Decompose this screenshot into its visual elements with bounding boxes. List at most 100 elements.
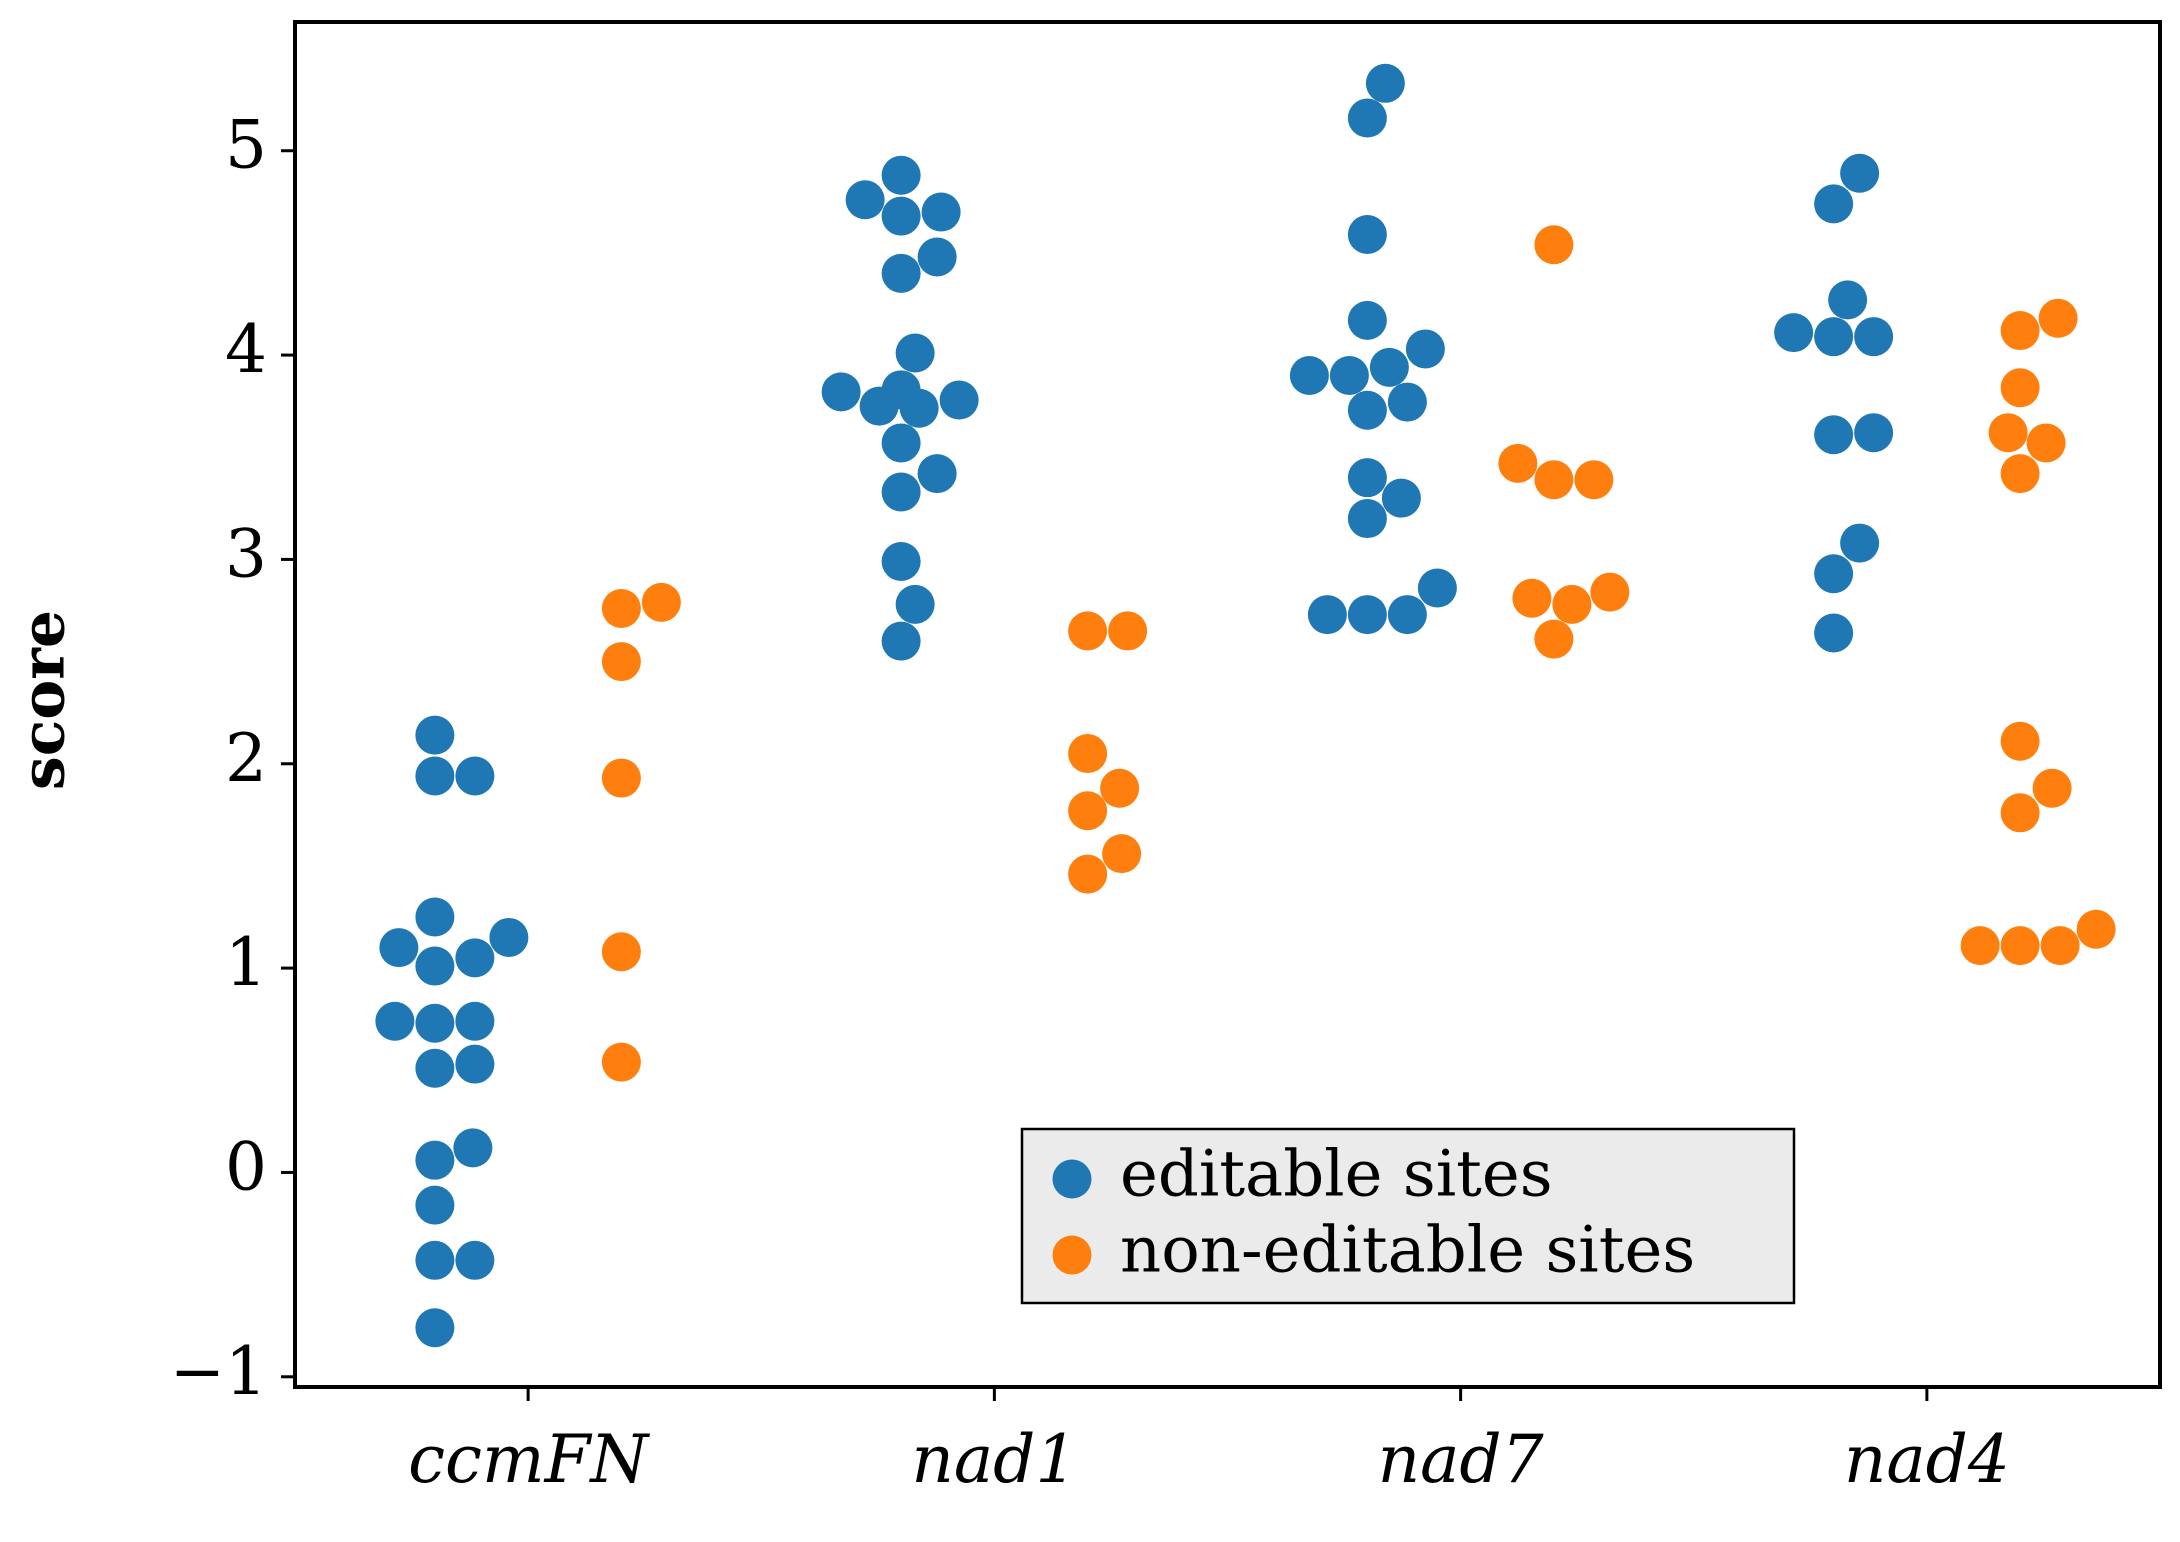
data-point: [881, 253, 921, 293]
data-point: [601, 932, 641, 972]
x-tick-label: ccmFN: [408, 1421, 650, 1498]
data-point: [895, 333, 935, 373]
data-point: [1068, 854, 1108, 894]
data-point: [2000, 311, 2040, 351]
data-point: [1814, 317, 1854, 357]
data-point: [1854, 317, 1894, 357]
data-point: [1068, 611, 1108, 651]
y-tick-label: −1: [170, 1333, 267, 1410]
data-point: [917, 454, 957, 494]
data-point: [881, 541, 921, 581]
data-point: [601, 588, 641, 628]
data-point: [455, 1044, 495, 1084]
data-point: [1534, 619, 1574, 659]
data-point: [1814, 184, 1854, 224]
data-point: [2076, 909, 2116, 949]
data-point: [1347, 300, 1387, 340]
x-tick-label: nad1: [911, 1421, 1077, 1498]
data-point: [1814, 415, 1854, 455]
data-point: [881, 155, 921, 195]
data-point: [455, 938, 495, 978]
data-point: [1814, 554, 1854, 594]
data-point: [1347, 215, 1387, 255]
y-tick-label: 0: [225, 1128, 267, 1205]
data-point: [1534, 225, 1574, 265]
data-point: [1289, 356, 1329, 396]
data-point: [845, 180, 885, 220]
data-point: [2038, 298, 2078, 338]
y-axis-label: score: [9, 610, 79, 790]
data-point: [1988, 413, 2028, 453]
data-point: [1365, 63, 1405, 103]
data-point: [881, 472, 921, 512]
data-point: [415, 1048, 455, 1088]
legend-box: [1020, 1127, 1796, 1305]
data-point: [1381, 478, 1421, 518]
data-point: [1347, 458, 1387, 498]
data-point: [1387, 382, 1427, 422]
data-point: [415, 1003, 455, 1043]
data-point: [1814, 613, 1854, 653]
data-point: [2026, 423, 2066, 463]
data-point: [1960, 926, 2000, 966]
data-point: [1068, 734, 1108, 774]
data-point: [2040, 926, 2080, 966]
data-point: [375, 1001, 415, 1041]
data-point: [2000, 793, 2040, 833]
data-point: [1590, 572, 1630, 612]
data-point: [1854, 413, 1894, 453]
data-point: [1068, 791, 1108, 831]
data-point: [489, 917, 529, 957]
data-point: [939, 380, 979, 420]
data-point: [1574, 460, 1614, 500]
data-point: [881, 196, 921, 236]
data-point: [601, 1042, 641, 1082]
y-tick-label: 4: [225, 311, 267, 388]
data-point: [415, 1240, 455, 1280]
data-point: [1840, 523, 1880, 563]
data-point: [881, 370, 921, 410]
data-point: [1828, 280, 1868, 320]
x-tick-label: nad4: [1844, 1421, 2010, 1498]
data-point: [1417, 568, 1457, 608]
data-point: [821, 372, 861, 412]
y-tick-label: 3: [225, 515, 267, 592]
data-point: [1369, 347, 1409, 387]
data-point: [455, 1240, 495, 1280]
data-point: [415, 756, 455, 796]
legend-label: editable sites: [1120, 1138, 1553, 1212]
data-point: [415, 897, 455, 937]
data-point: [1552, 584, 1592, 624]
data-point: [1534, 460, 1574, 500]
data-point: [415, 946, 455, 986]
data-point: [1387, 595, 1427, 635]
data-point: [1108, 611, 1148, 651]
data-point: [601, 758, 641, 798]
y-tick-label: 5: [225, 107, 267, 184]
data-point: [921, 192, 961, 232]
data-point: [1347, 499, 1387, 539]
legend-label: non-editable sites: [1120, 1214, 1695, 1288]
y-tick-label: 1: [225, 924, 267, 1001]
data-point: [1347, 390, 1387, 430]
data-point: [2000, 721, 2040, 761]
data-point: [415, 1140, 455, 1180]
data-point: [455, 1001, 495, 1041]
data-point: [455, 756, 495, 796]
data-point: [881, 621, 921, 661]
data-point: [1329, 356, 1369, 396]
data-point: [1307, 595, 1347, 635]
data-point: [1347, 98, 1387, 138]
data-point: [1512, 578, 1552, 618]
data-point: [2000, 926, 2040, 966]
data-point: [1840, 153, 1880, 193]
data-point: [1102, 834, 1142, 874]
data-point: [1405, 329, 1445, 369]
data-point: [641, 582, 681, 622]
data-point: [415, 1185, 455, 1225]
x-tick-label: nad7: [1378, 1421, 1544, 1498]
legend-marker: [1052, 1159, 1092, 1199]
data-point: [2032, 768, 2072, 808]
plot-frame: [293, 20, 2162, 1389]
